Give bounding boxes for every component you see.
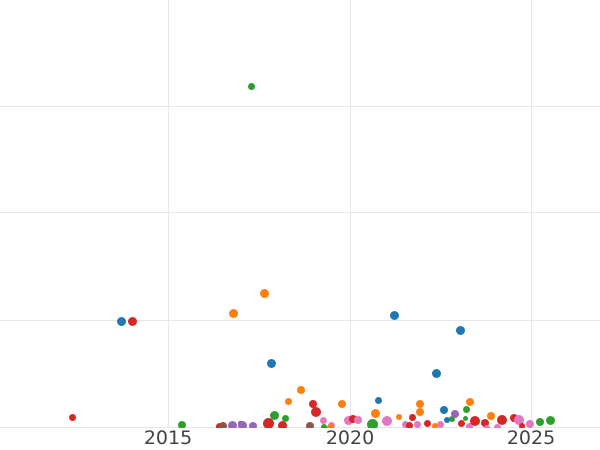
data-point-pink — [343, 415, 353, 425]
data-point-blue — [431, 368, 441, 378]
plot-area — [0, 0, 600, 428]
data-point-pink — [401, 420, 409, 428]
data-point-purple — [451, 410, 459, 418]
data-point-pink — [319, 416, 327, 424]
data-point-orange — [326, 423, 334, 428]
data-point-orange — [338, 400, 346, 408]
data-point-pink — [382, 416, 392, 426]
data-point-pink — [436, 420, 444, 428]
vertical-gridline — [530, 0, 532, 428]
data-point-red — [309, 400, 317, 408]
data-point-blue — [440, 406, 448, 414]
data-point-orange — [370, 408, 380, 418]
data-point-green — [178, 421, 186, 428]
horizontal-gridline — [0, 106, 600, 107]
data-point-blue — [455, 325, 465, 335]
vertical-gridline — [349, 0, 351, 428]
data-point-orange — [297, 386, 305, 394]
data-point-pink — [465, 422, 473, 428]
data-point-green — [536, 418, 544, 426]
data-point-orange — [487, 412, 495, 420]
data-point-orange — [284, 397, 292, 405]
data-point-red — [68, 413, 76, 421]
data-point-green — [281, 414, 289, 422]
data-point-pink — [484, 425, 490, 428]
horizontal-gridline — [0, 212, 600, 213]
data-point-orange — [466, 398, 474, 406]
data-point-brown — [219, 422, 227, 428]
data-point-orange — [416, 408, 424, 416]
data-point-green — [269, 410, 279, 420]
data-point-orange — [416, 400, 424, 408]
data-point-pink — [354, 416, 362, 424]
data-point-red — [423, 419, 431, 427]
x-tick-label: 2020 — [325, 427, 375, 449]
data-point-red — [481, 419, 489, 427]
vertical-gridline — [167, 0, 169, 428]
horizontal-gridline — [0, 426, 600, 428]
data-point-green — [462, 405, 470, 413]
data-point-red — [519, 423, 525, 428]
data-point-green — [545, 415, 555, 425]
data-point-green — [462, 415, 468, 421]
data-point-green — [449, 416, 455, 422]
data-point-orange — [432, 423, 438, 428]
data-point-red — [127, 316, 137, 326]
data-point-pink — [526, 420, 534, 428]
data-point-blue — [374, 396, 382, 404]
data-point-pink — [493, 423, 501, 428]
data-point-red — [457, 419, 465, 427]
data-point-orange — [396, 414, 402, 420]
data-point-purple — [227, 420, 237, 428]
data-point-brown — [306, 422, 314, 428]
data-point-purple — [249, 422, 257, 428]
horizontal-gridline — [0, 320, 600, 321]
data-point-green — [366, 418, 378, 428]
data-point-green — [247, 82, 255, 90]
x-tick-label: 2015 — [143, 427, 193, 449]
data-point-pink — [413, 420, 421, 428]
data-point-red — [311, 407, 321, 417]
data-point-red — [497, 415, 507, 425]
data-point-blue — [389, 310, 399, 320]
data-point-red — [349, 415, 357, 423]
data-point-blue — [116, 316, 126, 326]
data-point-pink — [514, 415, 524, 425]
x-tick-label: 2025 — [506, 427, 556, 449]
data-point-orange — [228, 308, 238, 318]
data-point-red — [405, 421, 413, 428]
data-point-red — [262, 417, 274, 428]
data-point-red — [277, 420, 287, 428]
data-point-blue — [444, 417, 450, 423]
data-point-orange — [259, 288, 269, 298]
x-axis: 2015 2020 2025 — [0, 428, 600, 450]
data-point-red — [408, 413, 416, 421]
data-point-purple — [237, 420, 247, 428]
data-point-green — [321, 424, 327, 428]
data-point-red — [470, 416, 480, 426]
data-point-blue — [266, 358, 276, 368]
